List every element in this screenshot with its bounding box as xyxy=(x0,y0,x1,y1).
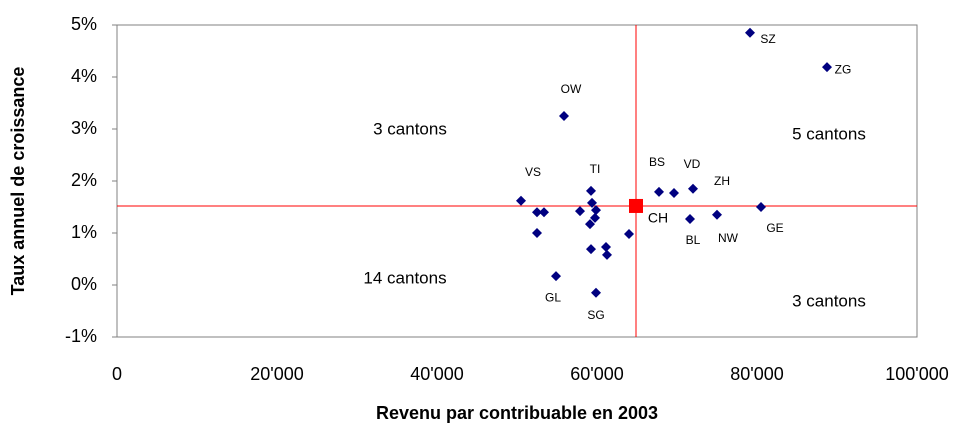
point xyxy=(585,219,595,230)
x-tick-label: 0 xyxy=(112,364,122,384)
y-tick-label: 1% xyxy=(71,222,97,242)
point xyxy=(688,183,698,194)
point xyxy=(586,244,596,255)
point xyxy=(539,207,549,218)
point xyxy=(601,242,611,253)
point-label: CH xyxy=(648,210,668,226)
point xyxy=(669,187,679,198)
y-tick-label: 4% xyxy=(71,66,97,86)
point xyxy=(590,212,600,223)
point xyxy=(745,27,755,38)
y-tick-label: 5% xyxy=(71,14,97,34)
point xyxy=(712,209,722,220)
point xyxy=(591,287,601,298)
y-tick-label: -1% xyxy=(65,326,97,346)
y-tick-label: 3% xyxy=(71,118,97,138)
quadrant-label: 3 cantons xyxy=(792,291,866,310)
y-axis-title: Taux annuel de croissance xyxy=(8,67,28,296)
point-label: GE xyxy=(766,221,783,235)
point xyxy=(532,228,542,238)
point xyxy=(587,197,597,208)
x-tick-label: 20'000 xyxy=(250,364,304,384)
point-label: NW xyxy=(718,231,739,245)
point xyxy=(629,198,643,213)
point-label: ZG xyxy=(835,62,852,76)
x-tick-label: 40'000 xyxy=(410,364,464,384)
x-tick-label: 100'000 xyxy=(885,364,949,384)
point-label: VS xyxy=(525,165,541,179)
point xyxy=(559,111,569,121)
quadrant-label: 14 cantons xyxy=(363,268,446,287)
y-tick-label: 0% xyxy=(71,274,97,294)
point-label: TI xyxy=(590,162,601,176)
quadrant-label: 5 cantons xyxy=(792,124,866,143)
point xyxy=(624,229,634,240)
point-label: BS xyxy=(649,155,665,169)
point-label: VD xyxy=(684,157,701,171)
x-axis-title: Revenu par contribuable en 2003 xyxy=(376,403,658,423)
point xyxy=(654,186,664,197)
x-tick-label: 60'000 xyxy=(570,364,624,384)
point-label: SZ xyxy=(760,32,775,46)
point xyxy=(575,206,585,217)
point xyxy=(602,249,612,260)
point xyxy=(551,271,561,282)
point-label: SG xyxy=(587,308,604,322)
x-tick-label: 80'000 xyxy=(730,364,784,384)
point xyxy=(516,195,526,206)
quadrant-label: 3 cantons xyxy=(373,119,447,138)
point-label: BL xyxy=(686,233,701,247)
point xyxy=(822,62,832,73)
y-tick-label: 2% xyxy=(71,170,97,190)
point-label: OW xyxy=(561,82,582,96)
point-label: GL xyxy=(545,290,561,304)
point xyxy=(591,205,601,216)
point xyxy=(586,185,596,196)
point xyxy=(532,207,542,218)
plot-area xyxy=(116,24,918,338)
point xyxy=(756,202,766,212)
point-label: ZH xyxy=(714,174,730,188)
point xyxy=(685,213,695,224)
